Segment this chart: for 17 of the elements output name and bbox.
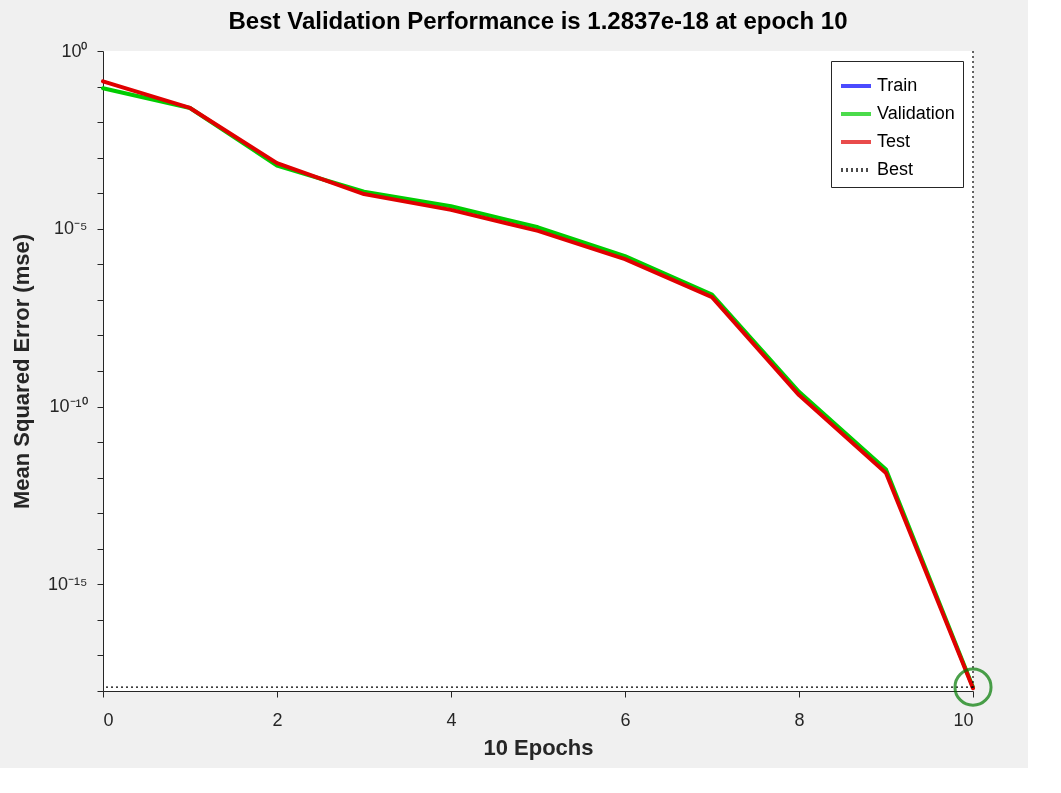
y-tick-label: 10⁻¹⁰ [49, 396, 88, 417]
x-tick-label: 4 [446, 709, 457, 730]
chart-title: Best Validation Performance is 1.2837e-18 at epoch 10 [228, 7, 848, 34]
legend-label: Best [877, 159, 914, 179]
legend-label: Validation [877, 103, 955, 123]
legend-label: Test [877, 131, 911, 151]
x-tick-label: 8 [794, 709, 805, 730]
x-tick-label: 6 [620, 709, 631, 730]
x-tick-label: 0 [103, 709, 114, 730]
legend-label: Train [877, 75, 918, 95]
y-tick-label: 10⁰ [61, 40, 88, 61]
y-axis-title: Mean Squared Error (mse) [9, 233, 35, 510]
x-tick-label: 10 [953, 709, 974, 730]
y-tick-label: 10⁻¹⁵ [48, 573, 88, 594]
x-tick-label: 2 [272, 709, 283, 730]
y-tick-label: 10⁻⁵ [54, 218, 88, 239]
x-axis-title: 10 Epochs [483, 734, 594, 760]
